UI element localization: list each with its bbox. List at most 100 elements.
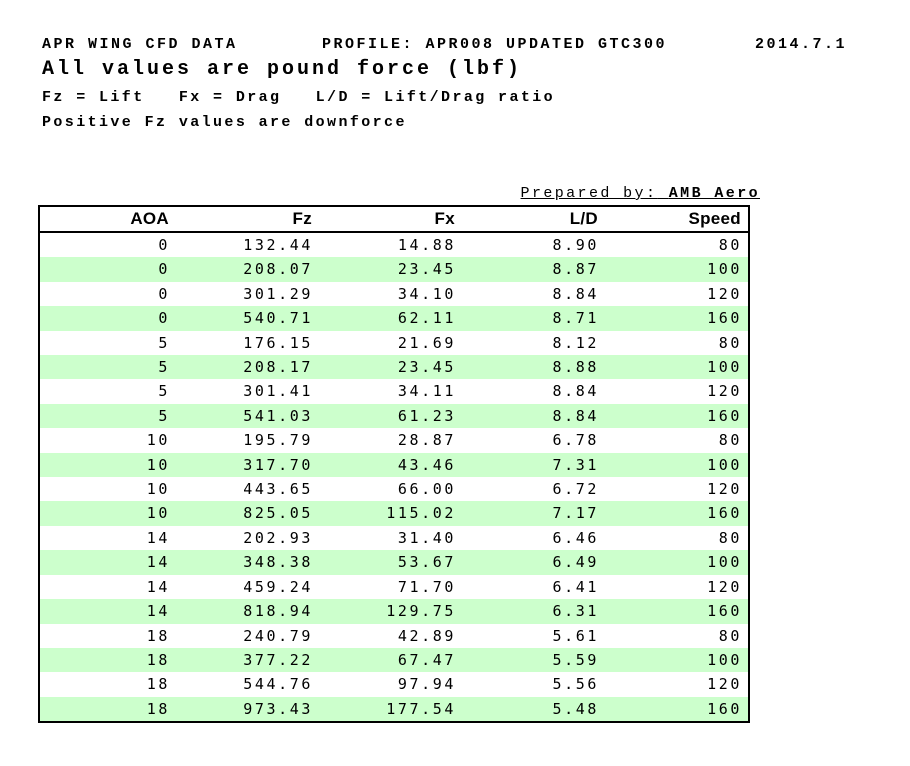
cell-l-d: 8.12 [552,333,599,352]
cell-speed: 120 [707,675,742,694]
cell-fx: 62.11 [397,309,456,328]
cell-l-d: 5.48 [552,699,599,718]
cell-fz: 818.94 [243,602,313,621]
cell-fz: 377.22 [243,650,313,669]
cell-fz: 176.15 [243,333,313,352]
cell-fx: 71.70 [397,577,456,596]
cell-aoa: 0 [158,309,170,328]
cell-speed: 80 [718,528,742,547]
cell-fz: 301.29 [243,284,313,303]
cell-speed: 160 [707,504,742,523]
table-row: 14 818.94 129.75 6.31 160 [39,599,749,624]
cell-fz: 459.24 [243,577,313,596]
cell-aoa: 18 [146,650,170,669]
cell-aoa: 5 [158,382,170,401]
cell-fz: 540.71 [243,309,313,328]
cell-l-d: 8.84 [552,406,599,425]
cell-aoa: 10 [146,480,170,499]
cell-aoa: 0 [158,236,170,254]
cell-fz: 973.43 [243,699,313,718]
cell-l-d: 8.87 [552,260,599,279]
cell-l-d: 6.46 [552,528,599,547]
cell-fx: 177.54 [386,699,456,718]
cell-fx: 31.40 [397,528,456,547]
table-row: 5 176.15 21.69 8.12 80 [39,331,749,355]
table-row: 5 541.03 61.23 8.84 160 [39,403,749,429]
cell-speed: 120 [707,284,742,303]
cell-speed: 80 [718,626,742,645]
cell-aoa: 5 [158,358,170,377]
cell-aoa: 14 [146,528,170,547]
cell-l-d: 5.61 [552,626,599,645]
cell-l-d: 6.41 [552,577,599,596]
table-row: 18 240.79 42.89 5.61 80 [39,624,749,648]
cell-fx: 53.67 [397,553,456,572]
cell-fx: 34.10 [397,284,456,303]
cell-l-d: 6.72 [552,480,599,499]
table-row: 10 317.70 43.46 7.31 100 [39,452,749,478]
cell-aoa: 14 [146,577,170,596]
table-row: 10 195.79 28.87 6.78 80 [39,428,749,452]
table-row: 14 202.93 31.40 6.46 80 [39,526,749,550]
cell-l-d: 7.31 [552,455,599,474]
cell-l-d: 8.90 [552,236,599,254]
cell-speed: 100 [707,650,742,669]
cell-speed: 120 [707,577,742,596]
cell-aoa: 10 [146,431,170,450]
cell-fx: 14.88 [397,236,456,254]
column-header-fz: Fz [176,206,319,233]
cell-fz: 317.70 [243,455,313,474]
cell-speed: 160 [707,309,742,328]
cell-fz: 541.03 [243,406,313,425]
cell-l-d: 8.88 [552,358,599,377]
cell-fx: 28.87 [397,431,456,450]
cell-speed: 120 [707,480,742,499]
cell-fz: 202.93 [243,528,313,547]
cell-fx: 97.94 [397,675,456,694]
column-header-l-d: L/D [462,206,605,233]
table-row: 0 132.44 14.88 8.90 80 [39,232,749,257]
cell-aoa: 18 [146,626,170,645]
cell-aoa: 14 [146,553,170,572]
cell-aoa: 10 [146,455,170,474]
cell-speed: 80 [718,333,742,352]
document-title-row: APR WING CFD DATA PROFILE: APR008 UPDATE… [42,36,847,53]
cell-l-d: 8.84 [552,382,599,401]
cell-l-d: 6.78 [552,431,599,450]
cell-fz: 301.41 [243,382,313,401]
prepared-by-line: Prepared by: AMB Aero [38,185,760,202]
cell-fx: 61.23 [397,406,456,425]
table-row: 10 825.05 115.02 7.17 160 [39,501,749,526]
cell-speed: 100 [707,455,742,474]
table-header-row: AOA Fz Fx L/D Speed [39,206,749,233]
cell-speed: 160 [707,406,742,425]
table-row: 18 973.43 177.54 5.48 160 [39,696,749,723]
table-row: 5 301.41 34.11 8.84 120 [39,379,749,403]
cell-speed: 80 [718,431,742,450]
document-title: APR WING CFD DATA [42,36,238,53]
cell-l-d: 8.71 [552,309,599,328]
table-row: 18 544.76 97.94 5.56 120 [39,672,749,696]
cell-aoa: 14 [146,602,170,621]
cell-fx: 66.00 [397,480,456,499]
cell-aoa: 5 [158,333,170,352]
column-header-aoa: AOA [39,206,176,233]
column-header-fx: Fx [319,206,462,233]
cell-aoa: 5 [158,406,170,425]
cell-fx: 23.45 [397,358,456,377]
cell-aoa: 18 [146,675,170,694]
table-head: AOA Fz Fx L/D Speed [39,206,749,233]
cell-speed: 100 [707,553,742,572]
cell-fz: 348.38 [243,553,313,572]
document-date: 2014.7.1 [755,36,848,53]
table-row: 14 459.24 71.70 6.41 120 [39,575,749,599]
cell-speed: 120 [707,382,742,401]
cell-fz: 132.44 [243,236,313,254]
cell-fx: 129.75 [386,602,456,621]
cell-fx: 21.69 [397,333,456,352]
units-subtitle: All values are pound force (lbf) [42,58,523,81]
cell-fz: 544.76 [243,675,313,694]
cell-l-d: 6.31 [552,602,599,621]
column-header-speed: Speed [605,206,749,233]
table-row: 10 443.65 66.00 6.72 120 [39,477,749,501]
